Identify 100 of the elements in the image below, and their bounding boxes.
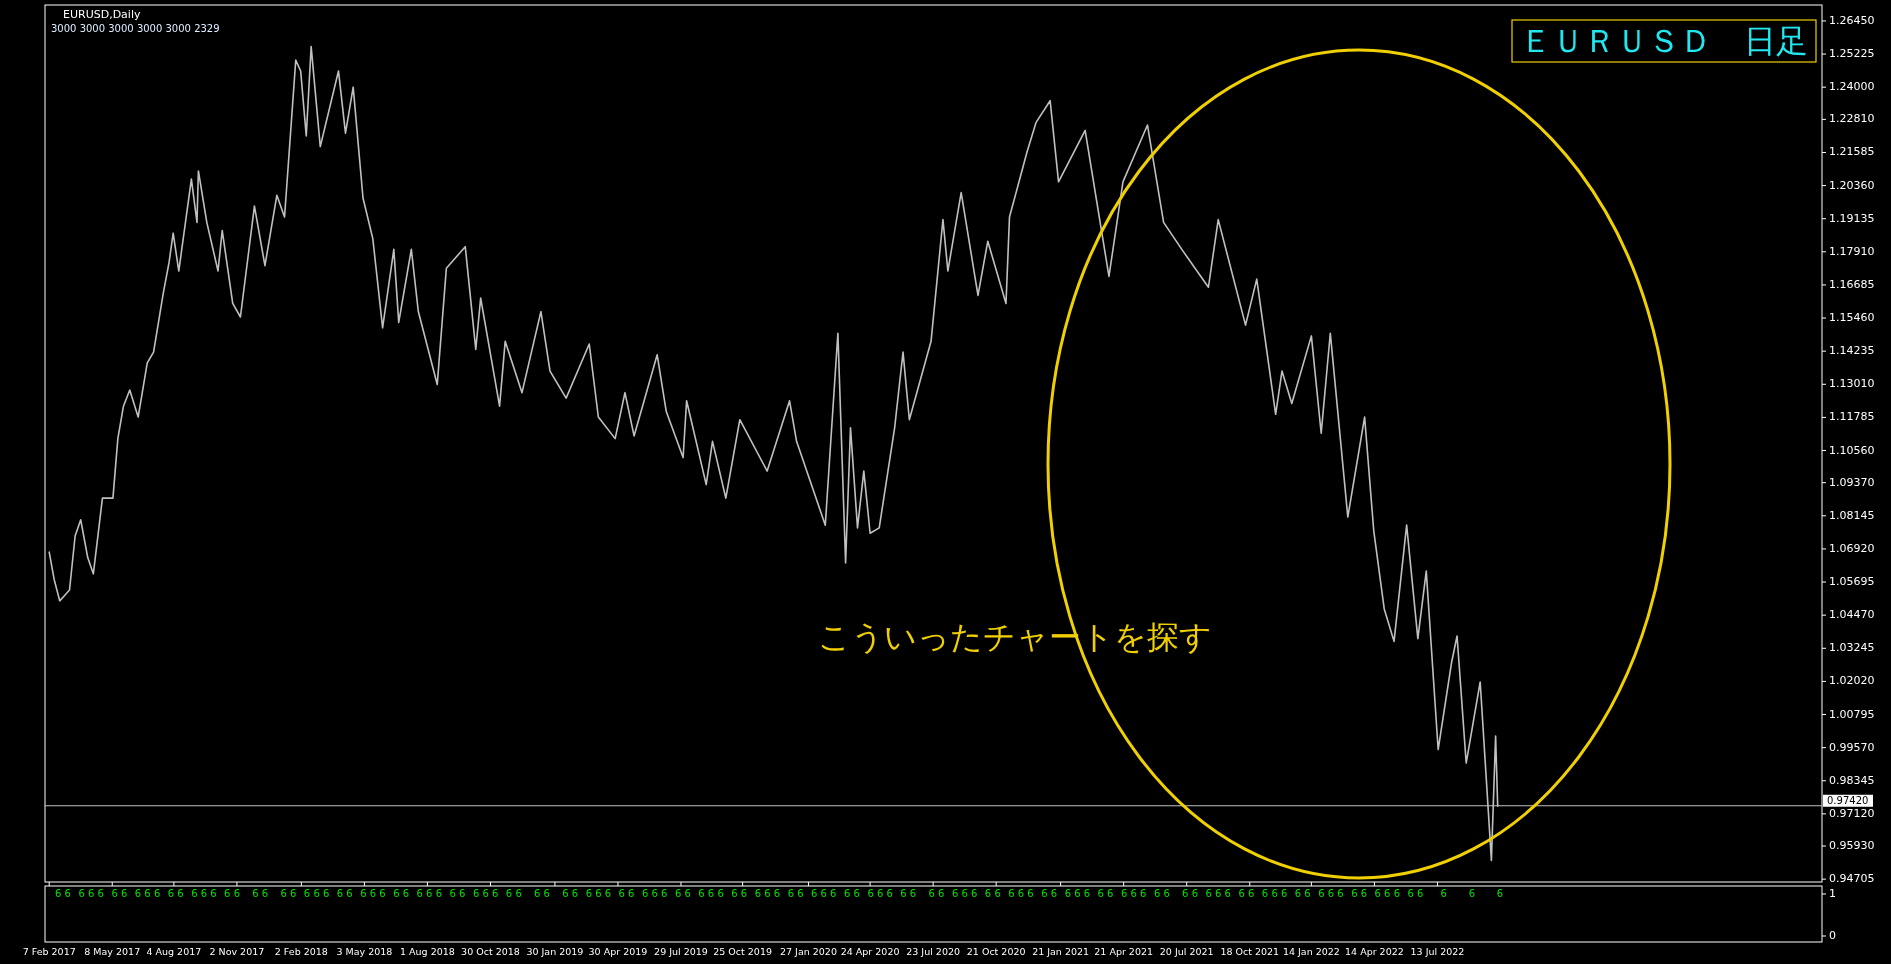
x-tick-label: 21 Jan 2021 xyxy=(1032,946,1090,957)
text: 6 6 6 xyxy=(867,888,893,899)
text: 6 6 xyxy=(1238,888,1255,899)
text: 6 6 6 xyxy=(811,888,837,899)
x-tick-label: 30 Oct 2018 xyxy=(461,946,520,957)
text: 6 6 6 xyxy=(416,888,443,899)
text: 6 6 6 xyxy=(1374,888,1401,899)
text: 6 6 xyxy=(167,888,184,899)
text: 6 6 xyxy=(787,888,804,899)
y-tick-label: 1.15460 xyxy=(1829,311,1875,325)
x-tick-label: 21 Apr 2021 xyxy=(1094,946,1154,957)
text: 6 6 xyxy=(1153,888,1170,899)
x-tick-label: 21 Oct 2020 xyxy=(966,946,1026,957)
text: 6 6 xyxy=(1407,888,1424,899)
text: 6 6 6 xyxy=(698,888,724,899)
y-tick-label: 1.17910 xyxy=(1829,244,1875,258)
y-tick-label: 1.03245 xyxy=(1829,641,1875,655)
chart-title: EURUSD,Daily xyxy=(63,8,141,21)
x-tick-label: 3 May 2018 xyxy=(336,946,393,957)
text: 6 6 xyxy=(984,888,1001,899)
y-tick-label: 0.97120 xyxy=(1829,806,1875,820)
y-tick-label: 0.94705 xyxy=(1829,872,1875,886)
text: 6 6 xyxy=(55,888,71,899)
x-tick-label: 18 Oct 2021 xyxy=(1220,946,1280,957)
text: 6 6 xyxy=(224,888,241,899)
x-tick-label: 25 Oct 2019 xyxy=(713,946,772,957)
text: 6 6 xyxy=(928,888,945,899)
x-tick-label: 23 Jul 2020 xyxy=(906,946,961,957)
text: 6 6 xyxy=(562,888,579,899)
text: 6 6 6 xyxy=(585,888,612,899)
text: 6 6 6 xyxy=(1008,888,1034,899)
y-tick-label: 1.26450 xyxy=(1829,13,1875,27)
y-tick-label: 1.19135 xyxy=(1829,211,1875,225)
text: 6 6 xyxy=(1097,888,1114,899)
y-tick-label: 0.98345 xyxy=(1829,773,1875,787)
x-tick-label: 30 Jan 2019 xyxy=(526,946,584,957)
text: 6 6 xyxy=(393,888,410,899)
text: 6 6 xyxy=(1351,888,1368,899)
text: 6 6 6 xyxy=(472,888,499,899)
x-tick-label: 29 Jul 2019 xyxy=(654,946,708,957)
text: 6 6 xyxy=(731,888,748,899)
x-tick-label: 14 Jan 2022 xyxy=(1282,946,1340,957)
ref-line-label: 0.97420 xyxy=(1827,794,1869,806)
y-tick-label: 1.02020 xyxy=(1829,674,1875,688)
text: 6 6 xyxy=(618,888,635,899)
text: 6 6 6 xyxy=(134,888,161,899)
x-tick-label: 2 Feb 2018 xyxy=(274,946,328,957)
text: 6 6 xyxy=(505,888,522,899)
y-tick-label: 1.21585 xyxy=(1829,145,1875,159)
y-tick-label: 1.13010 xyxy=(1829,377,1875,391)
y-tick-label: 1.14235 xyxy=(1829,344,1875,358)
text: 6 xyxy=(1440,888,1447,899)
y-tick-label: 1.05695 xyxy=(1829,575,1875,589)
text: 6 6 6 xyxy=(754,888,781,899)
y-tick-label: 1.22810 xyxy=(1829,112,1875,126)
text: 0 xyxy=(1829,929,1836,942)
x-tick-label: 8 May 2017 xyxy=(84,946,141,957)
text: 6 6 xyxy=(252,888,269,899)
text: 6 6 6 xyxy=(303,888,330,899)
text: 6 6 xyxy=(1182,888,1199,899)
y-tick-label: 1.10560 xyxy=(1829,443,1875,457)
text: 6 6 6 xyxy=(191,888,217,899)
text: 6 6 xyxy=(674,888,691,899)
x-tick-label: 2 Nov 2017 xyxy=(209,946,265,957)
y-tick-label: 0.99570 xyxy=(1829,740,1875,754)
x-tick-label: 24 Apr 2020 xyxy=(840,946,900,957)
x-tick-label: 13 Jul 2022 xyxy=(1410,946,1465,957)
text: 6 xyxy=(1468,888,1476,899)
x-tick-label: 4 Aug 2017 xyxy=(146,946,202,957)
x-tick-label: 1 Aug 2018 xyxy=(400,946,455,957)
y-tick-label: 1.09370 xyxy=(1829,475,1875,489)
text: 6 6 6 xyxy=(1318,888,1344,899)
y-tick-label: 1.25225 xyxy=(1829,47,1875,61)
y-tick-label: 1.16685 xyxy=(1829,277,1875,291)
x-tick-label: 14 Apr 2022 xyxy=(1345,946,1404,957)
y-tick-label: 1.00795 xyxy=(1829,707,1875,721)
text: 6 6 xyxy=(900,888,917,899)
text: 6 6 xyxy=(843,888,860,899)
text: 6 6 6 xyxy=(78,888,104,899)
y-tick-label: 1.06920 xyxy=(1829,541,1875,555)
y-tick-label: 1.11785 xyxy=(1829,410,1875,424)
y-tick-label: 1.24000 xyxy=(1829,80,1875,94)
x-tick-label: 20 Jul 2021 xyxy=(1159,946,1214,957)
text: 6 6 6 xyxy=(951,888,978,899)
text: 6 6 6 xyxy=(1205,888,1231,899)
x-tick-label: 7 Feb 2017 xyxy=(22,946,76,957)
text: 6 xyxy=(1496,888,1504,899)
text: 6 6 6 xyxy=(641,888,668,899)
y-tick-label: 1.04470 xyxy=(1829,608,1875,622)
text: 6 6 xyxy=(449,888,466,899)
text: 6 6 6 xyxy=(360,888,386,899)
text: 6 6 6 xyxy=(1064,888,1091,899)
text: 3000 3000 3000 3000 3000 2329 xyxy=(51,23,220,34)
text: 6 6 xyxy=(1294,888,1311,899)
text: 6 6 xyxy=(336,888,353,899)
y-tick-label: 1.08145 xyxy=(1829,508,1875,522)
text: 6 6 6 xyxy=(1261,888,1288,899)
text: 6 6 6 xyxy=(1120,888,1147,899)
y-tick-label: 1.20360 xyxy=(1829,178,1875,192)
text: 6 6 xyxy=(280,888,297,899)
